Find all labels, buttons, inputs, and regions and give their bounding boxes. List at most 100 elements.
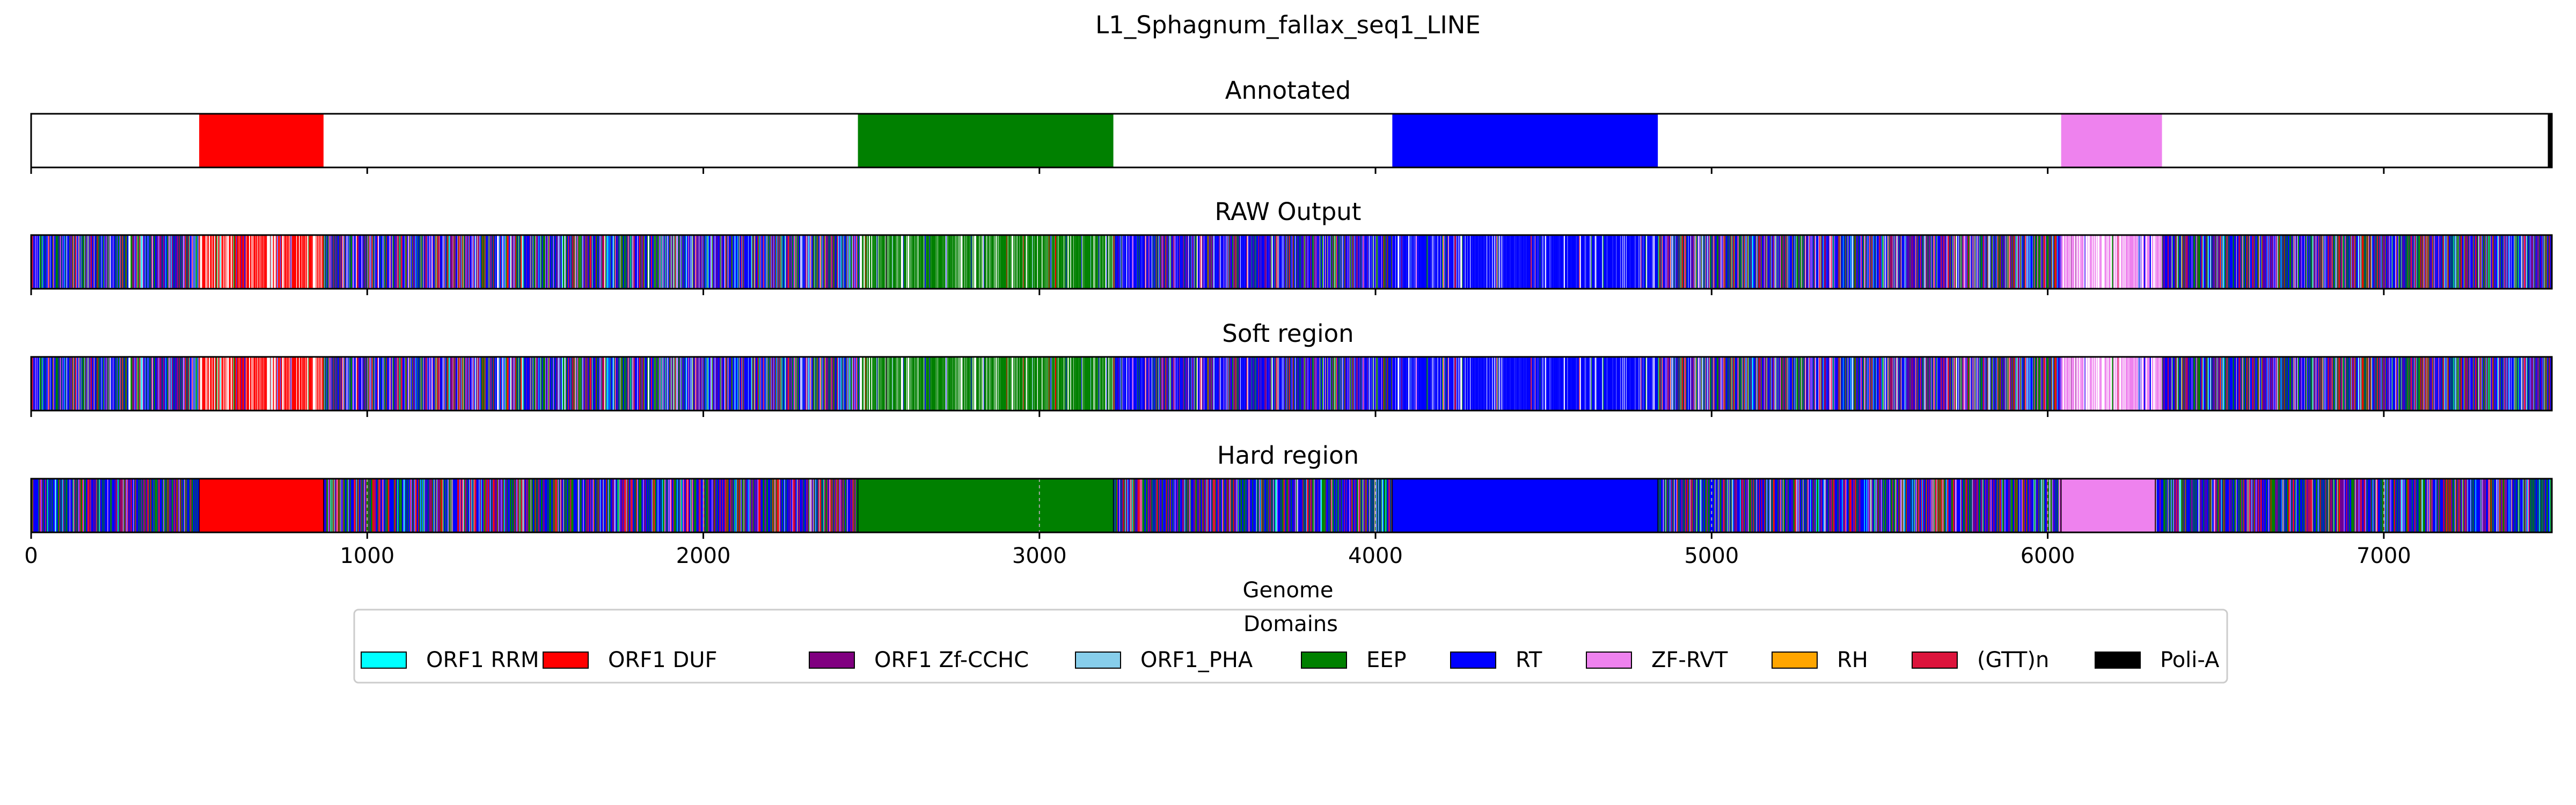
prediction-stripe [2383, 235, 2385, 289]
prediction-stripe [2127, 235, 2128, 289]
prediction-stripe [728, 235, 729, 289]
prediction-stripe [1901, 235, 1902, 289]
prediction-stripe [543, 235, 544, 289]
prediction-stripe [597, 357, 599, 411]
prediction-stripe [2482, 235, 2484, 289]
prediction-stripe [392, 357, 393, 411]
prediction-stripe [290, 235, 291, 289]
prediction-stripe [694, 357, 695, 411]
prediction-stripe [331, 357, 332, 411]
prediction-stripe [180, 235, 181, 289]
prediction-stripe [2333, 235, 2336, 289]
prediction-stripe [503, 235, 504, 289]
prediction-stripe [2281, 235, 2282, 289]
prediction-stripe [1001, 235, 1002, 289]
prediction-stripe [284, 357, 286, 411]
prediction-stripe [707, 357, 708, 411]
prediction-stripe [192, 235, 193, 289]
prediction-stripe [52, 235, 53, 289]
prediction-stripe [1401, 235, 1402, 289]
prediction-stripe [141, 357, 142, 411]
prediction-stripe [1132, 235, 1133, 289]
prediction-stripe [2134, 235, 2136, 289]
prediction-stripe [2176, 235, 2177, 289]
prediction-stripe [286, 235, 287, 289]
prediction-stripe [521, 357, 522, 411]
prediction-stripe [429, 357, 431, 411]
prediction-stripe [587, 357, 589, 411]
prediction-stripe [1599, 235, 1600, 289]
prediction-stripe [1708, 235, 1710, 289]
prediction-stripe [2147, 235, 2148, 289]
prediction-stripe [2405, 235, 2406, 289]
prediction-stripe [181, 235, 182, 289]
prediction-stripe [135, 235, 136, 289]
prediction-stripe [1722, 235, 1723, 289]
prediction-stripe [344, 357, 345, 411]
prediction-stripe [854, 357, 855, 411]
prediction-stripe [1354, 235, 1356, 289]
prediction-stripe [341, 235, 343, 289]
prediction-stripe [818, 357, 819, 411]
prediction-stripe [1833, 235, 1834, 289]
prediction-stripe [1148, 235, 1150, 289]
prediction-stripe [1668, 235, 1670, 289]
prediction-stripe [91, 357, 92, 411]
prediction-stripe [747, 357, 748, 411]
prediction-stripe [2433, 235, 2434, 289]
prediction-stripe [1123, 235, 1124, 289]
prediction-stripe [92, 357, 93, 411]
prediction-stripe [2157, 235, 2158, 289]
prediction-stripe [453, 357, 455, 411]
prediction-stripe [409, 357, 411, 411]
prediction-stripe [1613, 235, 1614, 289]
prediction-stripe [711, 235, 713, 289]
prediction-stripe [105, 357, 107, 411]
prediction-stripe [2414, 235, 2415, 289]
prediction-stripe [689, 235, 690, 289]
prediction-stripe [379, 235, 380, 289]
prediction-stripe [2050, 235, 2051, 289]
prediction-stripe [2099, 235, 2101, 289]
prediction-stripe [329, 235, 331, 289]
prediction-stripe [82, 235, 83, 289]
prediction-stripe [835, 235, 837, 289]
prediction-stripe [287, 357, 289, 411]
prediction-stripe [72, 235, 74, 289]
prediction-stripe [721, 235, 723, 289]
prediction-stripe [700, 235, 701, 289]
prediction-stripe [1071, 235, 1073, 289]
prediction-stripe [2091, 235, 2092, 289]
prediction-stripe [706, 357, 707, 411]
prediction-stripe [799, 235, 801, 289]
prediction-stripe [104, 235, 106, 289]
prediction-stripe [54, 235, 55, 289]
prediction-stripe [188, 235, 190, 289]
prediction-stripe [1809, 235, 1810, 289]
prediction-stripe [123, 357, 125, 411]
prediction-stripe [749, 357, 750, 411]
prediction-stripe [2400, 235, 2401, 289]
prediction-stripe [349, 235, 350, 289]
prediction-stripe [1417, 235, 1418, 289]
prediction-stripe [2258, 235, 2259, 289]
prediction-stripe [869, 235, 871, 289]
prediction-stripe [1035, 235, 1036, 289]
prediction-stripe [178, 235, 179, 289]
prediction-stripe [1262, 235, 1263, 289]
prediction-stripe [355, 357, 356, 411]
prediction-stripe [1166, 235, 1168, 289]
prediction-stripe [838, 357, 840, 411]
prediction-stripe [552, 235, 553, 289]
prediction-stripe [150, 357, 151, 411]
prediction-stripe [258, 235, 259, 289]
prediction-stripe [915, 235, 916, 289]
prediction-stripe [1782, 235, 1783, 289]
prediction-stripe [2402, 235, 2403, 289]
prediction-stripe [2202, 235, 2204, 289]
prediction-stripe [1253, 235, 1254, 289]
prediction-stripe [628, 235, 630, 289]
prediction-stripe [2216, 235, 2218, 289]
prediction-stripe [397, 357, 398, 411]
prediction-stripe [2297, 235, 2299, 289]
